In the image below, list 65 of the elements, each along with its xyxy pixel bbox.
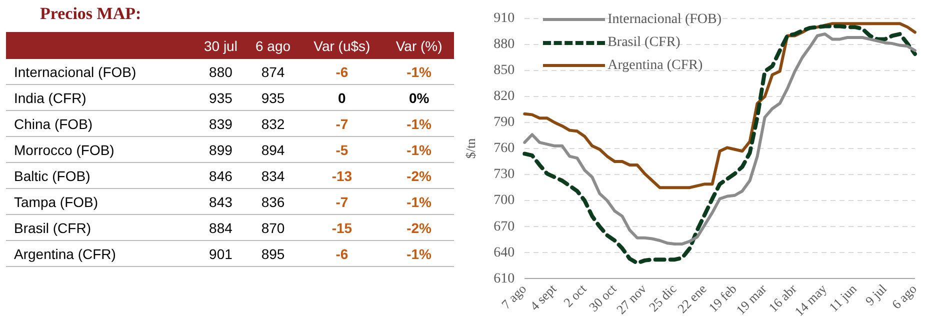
category-label: India (CFR) [6,84,196,110]
data-label: -1% [384,136,454,162]
data-label: 0 [300,84,384,110]
data-label: -1% [384,188,454,214]
category-label: Brasil (CFR) [6,214,196,240]
category-label: Internacional (FOB) [6,59,196,84]
text: 30 jul [195,32,246,59]
y-tick-label: 910 [494,11,515,26]
x-tick-label: 9 jul [862,280,890,308]
y-tick-label: 850 [494,63,515,78]
legend-label: 6 ago [246,32,300,59]
data-label: 899 [195,136,246,162]
data-label: 874 [246,59,300,84]
y-tick-label: 760 [494,141,515,156]
legend-label: Argentina (CFR) [608,58,703,74]
data-label: 832 [246,110,300,136]
data-label: 935 [246,84,300,110]
data-label: -2% [384,162,454,188]
x-tick-label: 2 oct [560,280,590,310]
legend-label: Internacional (FOB) [608,12,722,28]
x-tick-label: 25 dic [646,280,680,314]
y-axis-title: $/tn [463,138,478,159]
data-label: -13 [300,162,384,188]
data-label: 894 [246,136,300,162]
category-label: Argentina (CFR) [6,240,196,266]
legend-label: Var (u$s) [300,32,384,59]
y-tick-label: 670 [494,219,515,234]
y-tick-label: 820 [494,89,515,104]
category-label: China (FOB) [6,110,196,136]
data-label: -15 [300,214,384,240]
data-label: 836 [246,188,300,214]
data-label: 935 [195,84,246,110]
data-label: 870 [246,214,300,240]
text: Precios MAP: [40,4,142,24]
text: Var (%) [384,32,454,59]
y-tick-label: 880 [494,37,515,52]
data-label: -1% [384,59,454,84]
y-tick-label: 790 [494,115,515,130]
data-label: 839 [195,110,246,136]
x-tick-label: 11 jun [826,280,860,315]
y-tick-label: 640 [494,245,515,260]
data-label: -1% [384,240,454,266]
data-label: -6 [300,59,384,84]
data-label: 834 [246,162,300,188]
legend-label: Brasil (CFR) [608,34,680,51]
data-label: -2% [384,214,454,240]
data-label: 846 [195,162,246,188]
data-label: -7 [300,110,384,136]
x-tick-label: 4 sept [526,280,560,314]
category-label: Tampa (FOB) [6,188,196,214]
data-label: 880 [195,59,246,84]
y-tick-label: 700 [494,193,515,208]
data-label: -7 [300,188,384,214]
data-label: 843 [195,188,246,214]
x-tick-label: 6 ago [888,281,920,312]
data-label: 884 [195,214,246,240]
data-label: -6 [300,240,384,266]
category-label: Morrocco (FOB) [6,136,196,162]
data-label: -1% [384,110,454,136]
category-label: Baltic (FOB) [6,162,196,188]
y-tick-label: 730 [494,167,515,182]
data-label: 901 [195,240,246,266]
data-label: 895 [246,240,300,266]
data-label: 0% [384,84,454,110]
data-label: -5 [300,136,384,162]
